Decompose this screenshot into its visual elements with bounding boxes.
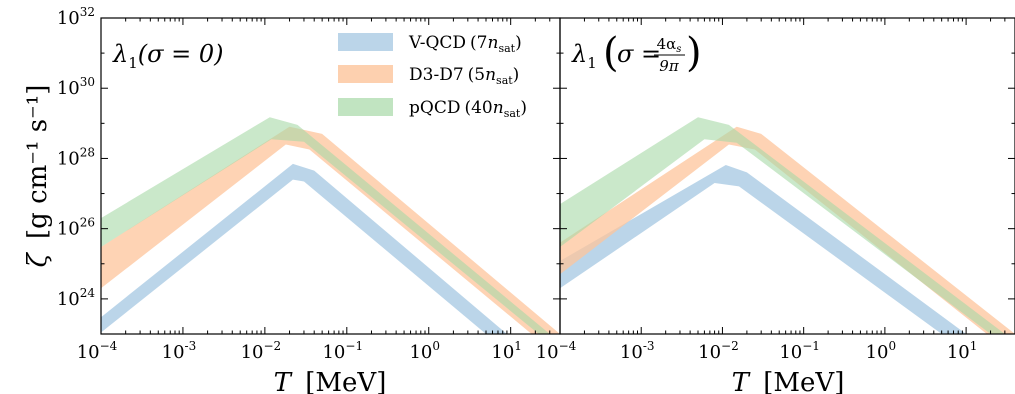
x-tick-label: 10−2: [241, 339, 282, 363]
right-panel-annotation: λ1 ( σ = 4αs 9π ): [571, 30, 702, 76]
x-tick-label: 100: [409, 339, 440, 363]
legend-swatch-d3d7: [338, 65, 393, 83]
x-tick-label: 100: [866, 339, 897, 363]
x-tick-label: 10−1: [322, 339, 363, 363]
x-tick-label: 10−2: [698, 339, 739, 363]
y-tick-label: 1032: [57, 5, 95, 29]
x-axis-title-right: T [MeV]: [732, 368, 845, 394]
svg-text:4αs: 4αs: [657, 35, 682, 55]
band-d3-d7-panel-1: [101, 126, 560, 334]
right-panel-frame: [559, 17, 1015, 335]
x-tick-label: 10-3: [162, 339, 197, 363]
y-tick-labels: 1024 1026 1028 1030 1032: [57, 5, 96, 310]
y-tick-label: 1030: [57, 75, 95, 99]
x-tick-label: 101: [491, 339, 522, 363]
band-v-qcd-panel-1: [101, 163, 507, 334]
band-v-qcd-panel-2: [560, 165, 967, 334]
svg-text:λ1: λ1: [571, 40, 597, 72]
legend-swatch-pqcd: [338, 98, 393, 116]
left-panel-annotation: λ1(σ = 0): [112, 40, 224, 72]
x-tick-labels: 10−4 10-3 10−2 10−1 100 101 10−4 10-3 10−2 10−1 10…: [77, 339, 978, 363]
band-pqcd-panel-1: [101, 117, 550, 334]
x-tick-label: 10−4: [536, 339, 577, 363]
x-tick-label: 101: [947, 339, 978, 363]
band-d3-d7-panel-2: [560, 126, 1015, 334]
legend: V-QCD (7nsat) D3-D7 (5nsat) pQCD (40nsat): [338, 33, 527, 120]
svg-text:(: (: [603, 30, 619, 76]
x-tick-label: 10−4: [77, 339, 118, 363]
y-tick-label: 1026: [57, 216, 95, 240]
y-tick-label: 1024: [57, 286, 96, 310]
left-panel-bands: [101, 117, 560, 334]
svg-text:σ =: σ =: [617, 40, 661, 68]
legend-label-d3d7: D3-D7 (5nsat): [409, 65, 519, 87]
x-axis-title-left: T [MeV]: [274, 368, 387, 394]
y-axis-title: ζ [g cm⁻¹ s⁻¹]: [23, 85, 53, 268]
legend-label-vqcd: V-QCD (7nsat): [408, 33, 522, 55]
legend-swatch-vqcd: [338, 33, 393, 51]
x-tick-label: 10-3: [620, 339, 655, 363]
legend-label-pqcd: pQCD (40nsat): [409, 98, 527, 120]
svg-text:): ): [686, 30, 702, 76]
svg-text:9π: 9π: [659, 57, 680, 75]
y-tick-label: 1028: [57, 145, 95, 169]
right-panel-bands: [560, 117, 1015, 334]
x-tick-label: 10−1: [779, 339, 820, 363]
axis-ticks: [101, 18, 1015, 334]
